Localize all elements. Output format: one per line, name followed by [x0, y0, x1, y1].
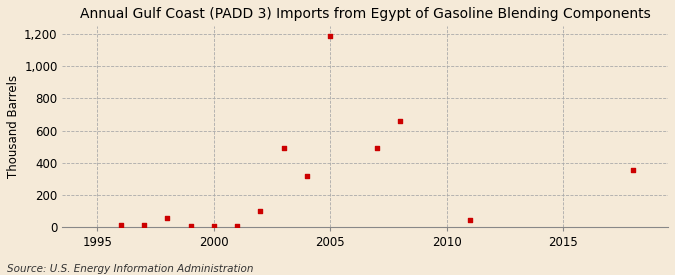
- Text: Source: U.S. Energy Information Administration: Source: U.S. Energy Information Administ…: [7, 264, 253, 274]
- Point: [185, 224, 196, 228]
- Point: [464, 217, 475, 222]
- Point: [138, 223, 149, 227]
- Point: [255, 208, 266, 213]
- Point: [209, 224, 219, 228]
- Point: [628, 168, 639, 172]
- Point: [278, 146, 289, 150]
- Point: [395, 119, 406, 123]
- Point: [232, 224, 242, 228]
- Point: [162, 216, 173, 220]
- Point: [371, 146, 382, 150]
- Title: Annual Gulf Coast (PADD 3) Imports from Egypt of Gasoline Blending Components: Annual Gulf Coast (PADD 3) Imports from …: [80, 7, 651, 21]
- Y-axis label: Thousand Barrels: Thousand Barrels: [7, 75, 20, 178]
- Point: [115, 223, 126, 227]
- Point: [302, 174, 313, 178]
- Point: [325, 34, 335, 38]
